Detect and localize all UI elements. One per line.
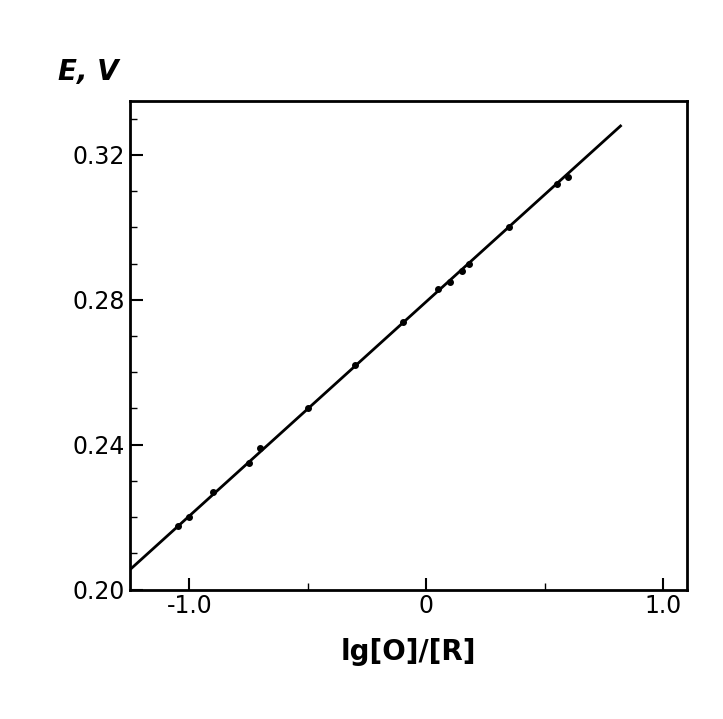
X-axis label: lg[O]/[R]: lg[O]/[R] [341, 638, 476, 666]
Text: E, V: E, V [58, 58, 119, 86]
